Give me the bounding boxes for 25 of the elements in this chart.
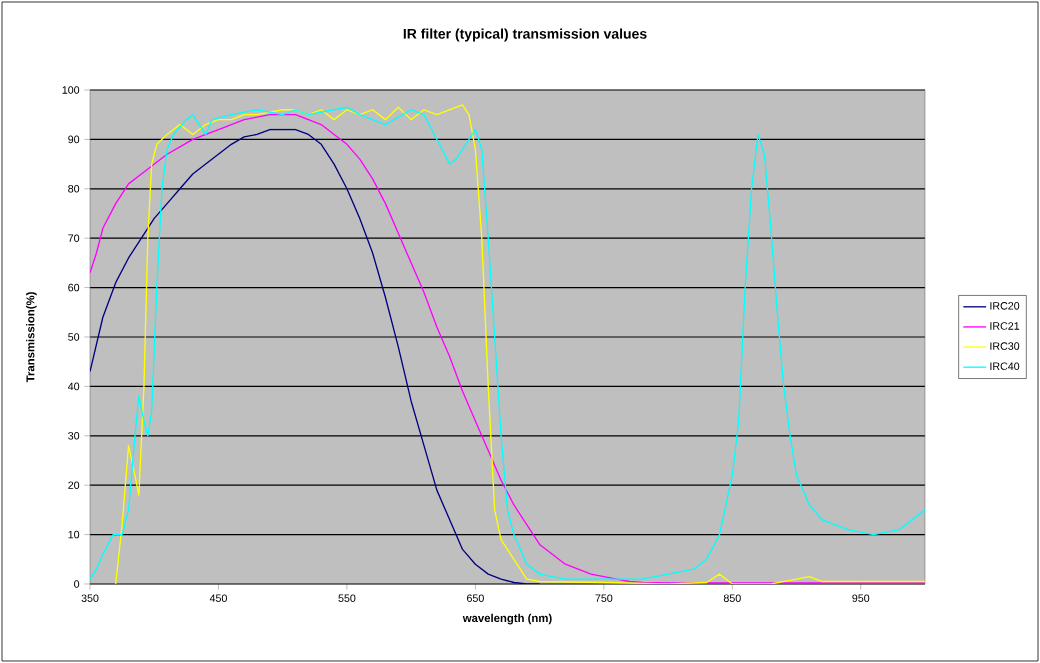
x-tick-label: 950 [852, 594, 870, 602]
y-tick-label: 80 [68, 185, 80, 193]
y-tick-label: 100 [62, 86, 80, 94]
x-tick-label: 350 [81, 594, 99, 602]
legend-label: IRC30 [990, 342, 1020, 350]
y-tick-label: 70 [68, 234, 80, 242]
x-tick-label: 650 [467, 594, 484, 602]
y-tick-label: 40 [67, 382, 80, 391]
legend-label: IRC40 [990, 362, 1020, 370]
y-tick-label: 90 [68, 135, 80, 144]
y-tick-label: 60 [68, 283, 80, 292]
y-tick-label: 50 [68, 333, 80, 341]
x-axis-title: wavelength (nm) [462, 613, 552, 625]
legend-label: IRC20 [990, 302, 1020, 310]
x-tick-label: 850 [723, 594, 741, 602]
y-tick-label: 20 [68, 481, 80, 489]
x-tick-label: 550 [338, 594, 356, 602]
x-tick-label: 450 [209, 594, 227, 602]
y-tick-label: 30 [68, 432, 80, 440]
y-axis-title: Transmission(%) [26, 292, 37, 383]
y-tick-label: 10 [68, 530, 80, 539]
legend-label: IRC21 [990, 322, 1020, 330]
y-tick-label: 0 [74, 580, 80, 588]
chart-title: IR filter (typical) transmission values [403, 28, 647, 42]
x-tick-label: 750 [595, 594, 613, 602]
